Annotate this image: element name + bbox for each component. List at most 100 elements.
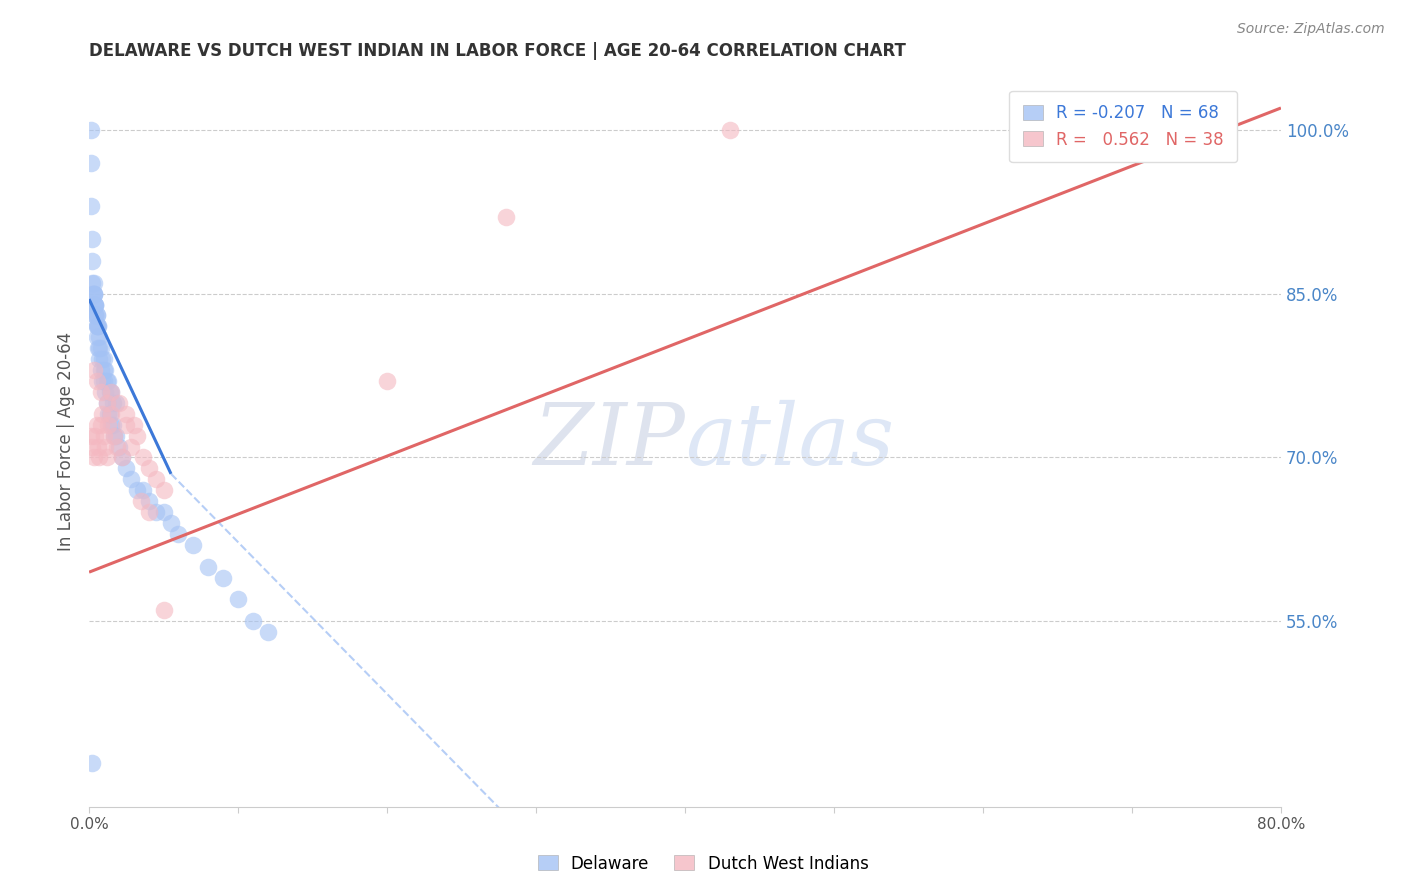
Point	[122, 417, 145, 432]
Point	[91, 374, 114, 388]
Point	[131, 450, 153, 465]
Point	[212, 571, 235, 585]
Point	[86, 319, 108, 334]
Point	[86, 330, 108, 344]
Point	[103, 428, 125, 442]
Point	[87, 319, 110, 334]
Text: atlas: atlas	[685, 400, 894, 483]
Point	[160, 516, 183, 530]
Point	[86, 309, 108, 323]
Point	[84, 428, 107, 442]
Point	[90, 363, 112, 377]
Point	[138, 494, 160, 508]
Point	[197, 559, 219, 574]
Point	[86, 374, 108, 388]
Point	[93, 428, 115, 442]
Point	[86, 417, 108, 432]
Point	[93, 352, 115, 367]
Point	[111, 450, 134, 465]
Text: Source: ZipAtlas.com: Source: ZipAtlas.com	[1237, 22, 1385, 37]
Point	[226, 592, 249, 607]
Point	[97, 374, 120, 388]
Point	[83, 286, 105, 301]
Point	[495, 210, 517, 224]
Point	[91, 352, 114, 367]
Point	[80, 440, 103, 454]
Point	[108, 396, 131, 410]
Point	[83, 286, 105, 301]
Point	[131, 483, 153, 498]
Point	[80, 232, 103, 246]
Point	[100, 384, 122, 399]
Point	[100, 417, 122, 432]
Point	[183, 538, 205, 552]
Point	[100, 407, 122, 421]
Point	[94, 384, 117, 399]
Point	[84, 297, 107, 311]
Point	[104, 428, 127, 442]
Point	[98, 407, 121, 421]
Point	[129, 494, 152, 508]
Point	[105, 440, 128, 454]
Point	[152, 483, 174, 498]
Point	[101, 396, 124, 410]
Point	[94, 440, 117, 454]
Point	[115, 407, 138, 421]
Text: ZIP: ZIP	[533, 400, 685, 483]
Point	[84, 309, 107, 323]
Legend: R = -0.207   N = 68, R =   0.562   N = 38: R = -0.207 N = 68, R = 0.562 N = 38	[1010, 91, 1237, 161]
Point	[83, 276, 105, 290]
Point	[86, 319, 108, 334]
Point	[98, 384, 121, 399]
Point	[87, 319, 110, 334]
Point	[115, 461, 138, 475]
Point	[96, 450, 118, 465]
Point	[242, 615, 264, 629]
Point	[83, 297, 105, 311]
Point	[80, 756, 103, 771]
Point	[108, 440, 131, 454]
Point	[84, 297, 107, 311]
Point	[94, 363, 117, 377]
Point	[84, 297, 107, 311]
Point	[375, 374, 398, 388]
Point	[115, 417, 138, 432]
Point	[152, 505, 174, 519]
Text: DELAWARE VS DUTCH WEST INDIAN IN LABOR FORCE | AGE 20-64 CORRELATION CHART: DELAWARE VS DUTCH WEST INDIAN IN LABOR F…	[89, 42, 905, 60]
Point	[89, 330, 111, 344]
Point	[90, 341, 112, 355]
Point	[120, 440, 142, 454]
Point	[125, 428, 148, 442]
Point	[96, 396, 118, 410]
Point	[80, 286, 103, 301]
Point	[84, 309, 107, 323]
Point	[87, 440, 110, 454]
Point	[91, 407, 114, 421]
Point	[120, 472, 142, 486]
Point	[97, 417, 120, 432]
Point	[101, 417, 124, 432]
Point	[90, 384, 112, 399]
Point	[86, 309, 108, 323]
Point	[257, 625, 280, 640]
Point	[83, 286, 105, 301]
Point	[145, 505, 167, 519]
Point	[96, 374, 118, 388]
Point	[89, 352, 111, 367]
Point	[718, 123, 741, 137]
Point	[79, 123, 101, 137]
Point	[83, 450, 105, 465]
Point	[93, 363, 115, 377]
Point	[145, 472, 167, 486]
Point	[97, 407, 120, 421]
Point	[80, 276, 103, 290]
Point	[89, 450, 111, 465]
Point	[79, 155, 101, 169]
Point	[138, 461, 160, 475]
Point	[79, 428, 101, 442]
Y-axis label: In Labor Force | Age 20-64: In Labor Force | Age 20-64	[58, 332, 75, 550]
Point	[80, 253, 103, 268]
Point	[125, 483, 148, 498]
Point	[79, 199, 101, 213]
Point	[83, 363, 105, 377]
